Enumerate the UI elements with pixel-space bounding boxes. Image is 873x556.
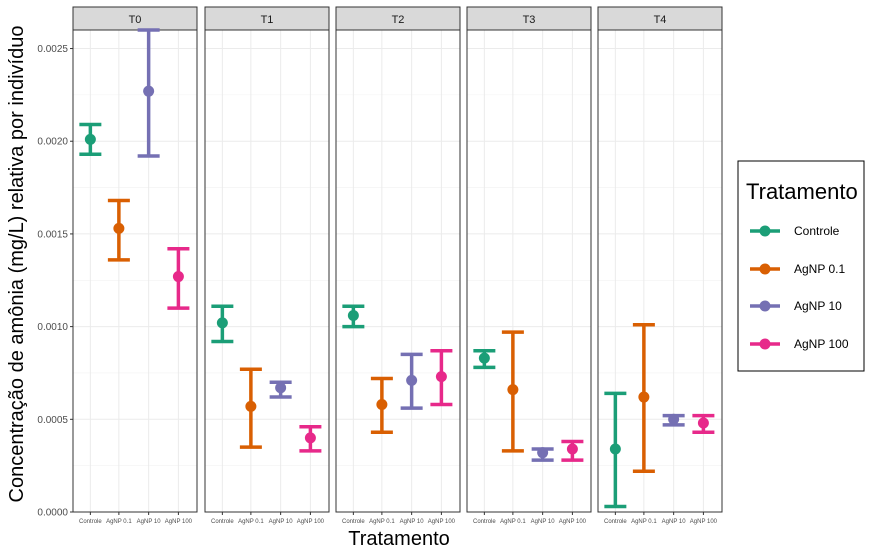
panel-background (336, 30, 460, 512)
data-point (172, 271, 184, 283)
strip-label: T3 (523, 14, 536, 26)
x-tick-label: AgNP 0.1 (369, 519, 395, 525)
legend-key-point (759, 263, 771, 275)
data-point (566, 443, 578, 455)
data-point (245, 400, 257, 412)
x-tick-label: AgNP 10 (531, 519, 556, 525)
x-axis-title: Tratamento (348, 528, 450, 550)
legend-item: Controle (750, 224, 840, 238)
data-point (143, 85, 155, 97)
data-point (697, 417, 709, 429)
panel-t1: T1 Controle AgNP 0.1 AgNP 10 AgNP 100 (204, 6, 330, 525)
x-tick-label: AgNP 0.1 (500, 519, 526, 525)
panel-t3: T3 Controle AgNP 0.1 AgNP 10 AgNP 100 (466, 6, 592, 525)
data-point (435, 371, 447, 383)
y-tick-label: 0.0010 (37, 322, 68, 333)
y-tick-label: 0.0015 (37, 229, 68, 240)
panel-t2: T2 Controle AgNP 0.1 AgNP 10 AgNP 100 (335, 6, 461, 525)
y-tick-label: 0.0000 (37, 508, 68, 519)
legend-key-point (759, 300, 771, 312)
data-point (406, 374, 418, 386)
legend-label: AgNP 0.1 (794, 262, 845, 276)
x-tick-label: AgNP 100 (559, 519, 587, 525)
x-tick-label: Controle (211, 519, 234, 525)
panel-t4: T4 Controle AgNP 0.1 AgNP 10 AgNP 100 (597, 6, 723, 525)
strip-label: T1 (261, 14, 274, 26)
x-tick-label: AgNP 10 (662, 519, 687, 525)
data-point (347, 309, 359, 321)
x-tick-label: AgNP 100 (428, 519, 456, 525)
y-axis: 0.0000 0.0005 0.0010 0.0015 0.0020 0.0025 (37, 44, 73, 519)
x-tick-label: AgNP 10 (269, 519, 294, 525)
legend-box (737, 160, 865, 372)
legend: Tratamento Controle AgNP 0.1 AgNP 10 AgNP 1… (737, 160, 865, 372)
strip-background (335, 6, 461, 31)
legend-key-point (759, 338, 771, 350)
strip-background (72, 6, 198, 31)
data-point (537, 447, 549, 459)
y-tick-label: 0.0020 (37, 137, 68, 148)
legend-label: AgNP 100 (794, 337, 849, 351)
strip-background (466, 6, 592, 31)
x-tick-label: Controle (473, 519, 496, 525)
legend-items: Controle AgNP 0.1 AgNP 10 AgNP 100 (750, 224, 849, 351)
legend-item: AgNP 10 (750, 299, 842, 313)
x-tick-label: AgNP 10 (400, 519, 425, 525)
y-tick-label: 0.0025 (37, 44, 68, 55)
y-axis-title: Concentração de amônia (mg/L) relativa p… (6, 26, 28, 503)
x-tick-label: AgNP 0.1 (106, 519, 132, 525)
legend-label: AgNP 10 (794, 299, 842, 313)
legend-item: AgNP 100 (750, 337, 849, 351)
data-point (609, 443, 621, 455)
strip-label: T4 (654, 14, 667, 26)
legend-title: Tratamento (746, 179, 858, 204)
panel-background (73, 30, 197, 512)
data-point (507, 384, 519, 396)
y-tick-label: 0.0005 (37, 415, 68, 426)
data-point (216, 317, 228, 329)
strip-label: T0 (129, 14, 142, 26)
x-tick-label: Controle (342, 519, 365, 525)
x-tick-label: AgNP 100 (165, 519, 193, 525)
data-point (304, 432, 316, 444)
panel-background (467, 30, 591, 512)
legend-key-point (759, 225, 771, 237)
panel-t0: T0 Controle AgNP 0.1 AgNP 10 AgNP 100 (72, 6, 198, 525)
legend-label: Controle (794, 224, 840, 238)
data-point (638, 391, 650, 403)
data-point (84, 133, 96, 145)
x-tick-label: AgNP 100 (297, 519, 325, 525)
strip-background (597, 6, 723, 31)
strip-background (204, 6, 330, 31)
legend-item: AgNP 0.1 (750, 262, 845, 276)
panel-background (205, 30, 329, 512)
data-point (275, 382, 287, 394)
strip-label: T2 (392, 14, 405, 26)
x-tick-label: AgNP 0.1 (631, 519, 657, 525)
data-point (668, 413, 680, 425)
data-point (113, 222, 125, 234)
x-tick-label: Controle (604, 519, 627, 525)
data-point (478, 352, 490, 364)
x-tick-label: Controle (79, 519, 102, 525)
x-tick-label: AgNP 0.1 (238, 519, 264, 525)
x-tick-label: AgNP 10 (137, 519, 162, 525)
x-tick-label: AgNP 100 (690, 519, 718, 525)
data-point (376, 398, 388, 410)
